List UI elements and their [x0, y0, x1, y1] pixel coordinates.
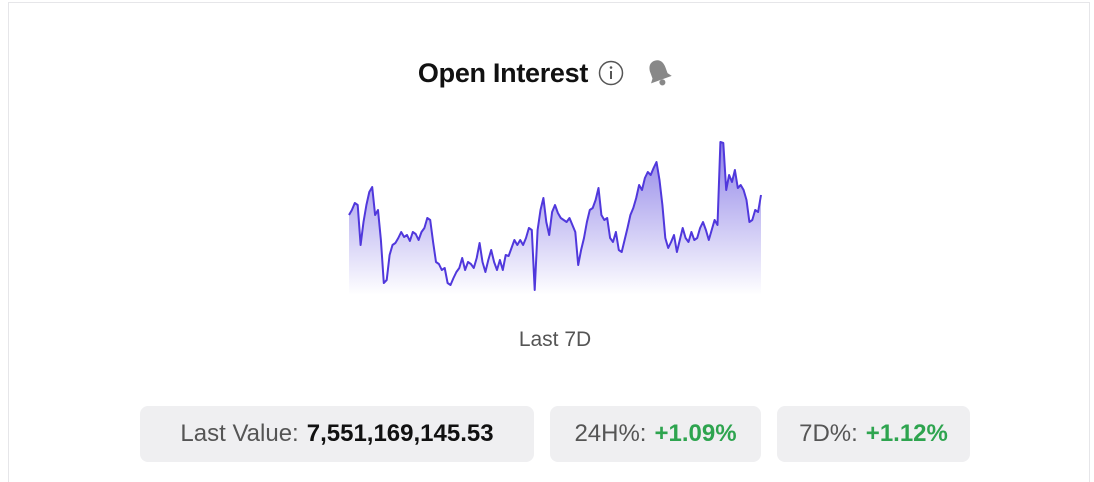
- sparkline-area: [349, 142, 761, 295]
- card-border: [8, 2, 1090, 482]
- sparkline-chart: [348, 141, 762, 295]
- stat-value: +1.09%: [654, 420, 737, 447]
- stat-value: 7,551,169,145.53: [306, 420, 494, 447]
- stat-pill: 7D%: +1.12%: [777, 406, 970, 462]
- title-row: Open Interest: [0, 56, 1094, 90]
- period-label: Last 7D: [518, 328, 592, 351]
- stat-label: Last Value:: [180, 420, 299, 447]
- stat-value: +1.12%: [865, 420, 948, 447]
- stat-label: 24H%:: [574, 420, 647, 447]
- card-title: Open Interest: [417, 57, 589, 88]
- info-icon[interactable]: [598, 60, 624, 86]
- alert-bell-icon[interactable]: [642, 56, 676, 90]
- stat-pill: Last Value: 7,551,169,145.53: [140, 406, 534, 462]
- stat-pill: 24H%: +1.09%: [550, 406, 761, 462]
- sparkline-line: [348, 141, 762, 291]
- stat-label: 7D%:: [799, 420, 858, 447]
